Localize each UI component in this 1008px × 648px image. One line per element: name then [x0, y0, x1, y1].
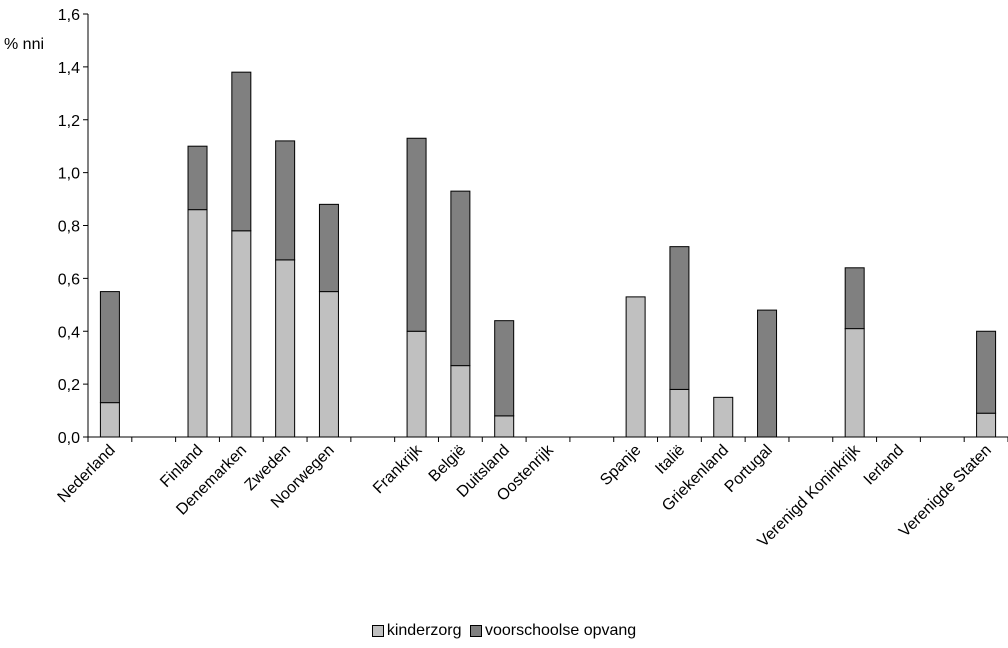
y-tick-label: 1,2	[58, 113, 80, 130]
x-tick-label: Spanje	[597, 442, 644, 489]
bar-kinderzorg	[625, 296, 646, 438]
bar-kinderzorg	[406, 330, 427, 438]
legend-item-voorschoolse-opvang: voorschoolse opvang	[469, 622, 637, 640]
bar-kinderzorg	[976, 412, 997, 438]
bar-kinderzorg	[275, 259, 296, 438]
bar-voorschoolse-opvang	[275, 140, 296, 261]
bar-kinderzorg	[318, 291, 339, 438]
bar-voorschoolse-opvang	[187, 145, 208, 211]
x-tick-label: Verenigde Staten	[896, 442, 995, 541]
bar-voorschoolse-opvang	[318, 203, 339, 293]
bar-kinderzorg	[844, 328, 865, 438]
y-axis: 0,0 0,2 0,4 0,6 0,8 1,0 1,2 1,4 1,6	[58, 7, 89, 447]
y-tick-label: 1,4	[58, 60, 80, 77]
bar-voorschoolse-opvang	[406, 137, 427, 332]
bar-voorschoolse-opvang	[231, 71, 252, 232]
legend-label-kinderzorg: kinderzorg	[386, 622, 462, 639]
y-tick-label: 1,0	[58, 166, 80, 183]
bar-voorschoolse-opvang	[757, 309, 778, 438]
bar-kinderzorg	[231, 230, 252, 438]
x-tick-label: Portugal	[722, 442, 776, 496]
legend: kinderzorg voorschoolse opvang	[0, 622, 1008, 642]
x-tick-label: Nederland	[55, 442, 119, 506]
y-tick-label: 0,0	[58, 430, 80, 447]
bar-voorschoolse-opvang	[669, 246, 690, 390]
x-axis: Nederland FinlandDenemarkenZwedenNoorwege…	[55, 436, 1008, 551]
x-tick-label: Frankrijk	[370, 441, 426, 497]
bar-kinderzorg	[494, 415, 515, 438]
x-tick-label: Ierland	[861, 442, 908, 489]
y-axis-label: % nni	[4, 36, 44, 53]
legend-label-voorschoolse-opvang: voorschoolse opvang	[484, 622, 637, 639]
bar-voorschoolse-opvang	[976, 330, 997, 414]
y-tick-label: 1,6	[58, 7, 80, 24]
y-tick-label: 0,2	[58, 377, 80, 394]
y-tick-label: 0,4	[58, 324, 80, 341]
bar-kinderzorg	[187, 209, 208, 438]
y-tick-label: 0,8	[58, 219, 80, 236]
bar-voorschoolse-opvang	[450, 190, 471, 367]
legend-swatch-kinderzorg	[371, 625, 384, 637]
bar-voorschoolse-opvang	[844, 267, 865, 330]
bars	[99, 71, 997, 438]
bar-voorschoolse-opvang	[99, 291, 120, 404]
y-tick-label: 0,6	[58, 271, 80, 288]
legend-swatch-voorschoolse-opvang	[469, 625, 482, 637]
bar-kinderzorg	[450, 365, 471, 438]
x-tick-label: Italië	[652, 442, 688, 478]
bar-voorschoolse-opvang	[494, 320, 515, 417]
bar-kinderzorg	[713, 396, 734, 438]
bar-kinderzorg	[99, 402, 120, 438]
bar-kinderzorg	[669, 388, 690, 438]
legend-item-kinderzorg: kinderzorg	[371, 622, 462, 640]
